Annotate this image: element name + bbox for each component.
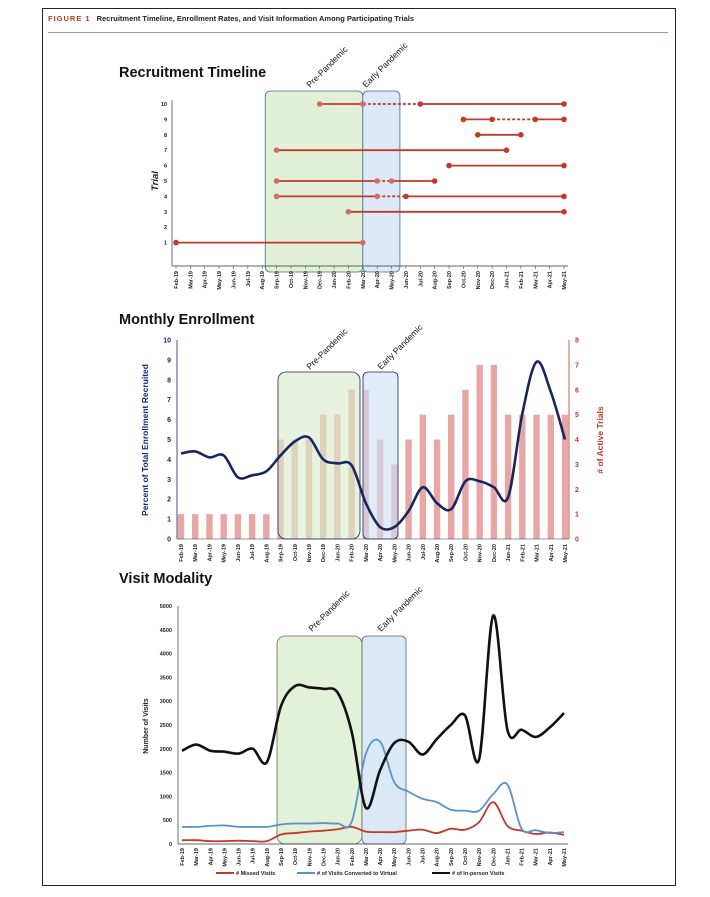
figure-frame (42, 8, 676, 886)
figure-title: Recruitment Timeline, Enrollment Rates, … (96, 14, 415, 23)
figure-number: FIGURE 1 (48, 14, 91, 23)
figure-header: FIGURE 1 Recruitment Timeline, Enrollment… (48, 12, 668, 33)
